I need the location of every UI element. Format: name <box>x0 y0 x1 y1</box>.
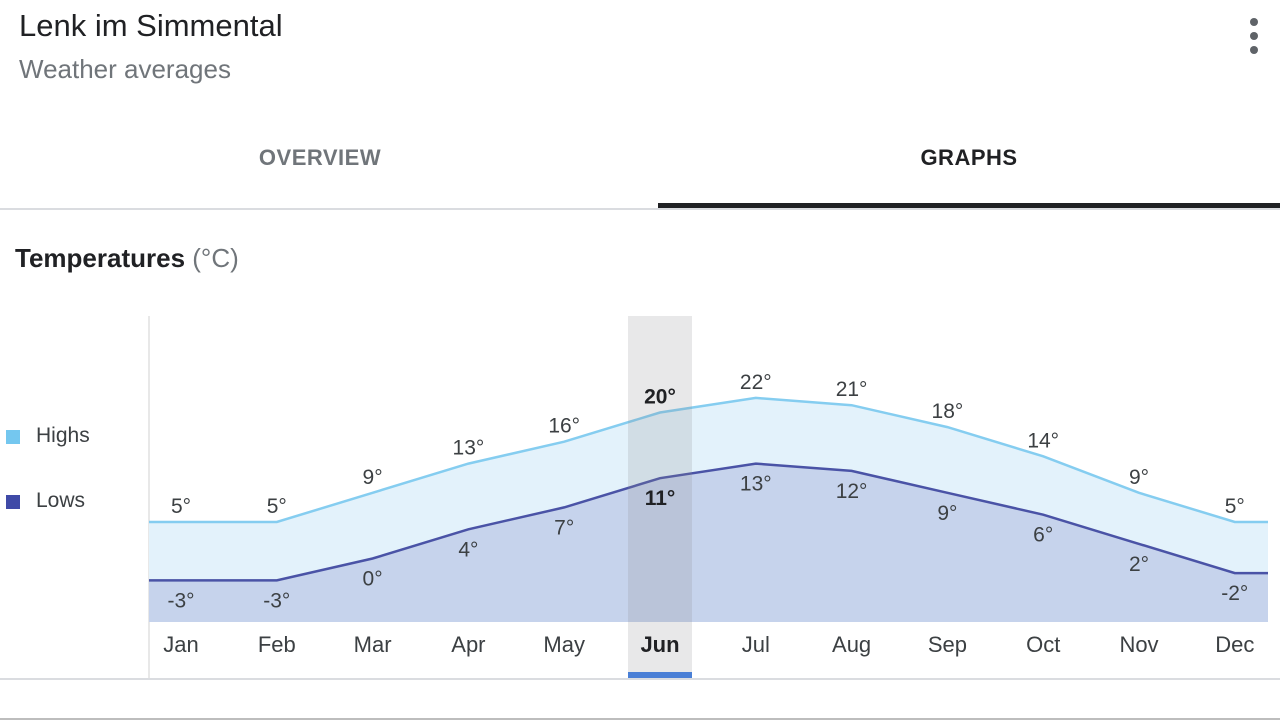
highs-value-label: 22° <box>740 371 772 394</box>
tab-overview-label: OVERVIEW <box>258 145 382 170</box>
tab-active-indicator <box>658 203 1280 208</box>
section-title-text: Temperatures <box>15 243 186 273</box>
highs-value-label: 13° <box>453 437 485 460</box>
lows-value-label: 4° <box>458 538 478 561</box>
lows-value-label: 11° <box>645 487 676 510</box>
section-unit: (°C) <box>192 243 239 273</box>
lows-line <box>149 462 1268 582</box>
place-title: Lenk im Simmental <box>19 8 283 43</box>
tab-graphs[interactable]: GRAPHS <box>658 110 1280 208</box>
month-label: Dec <box>1215 632 1254 657</box>
highs-value-label: 5° <box>1225 495 1245 518</box>
month-label: Jun <box>640 632 679 657</box>
more-dot <box>1250 46 1258 54</box>
month-label: Feb <box>258 632 296 657</box>
lows-value-label: 7° <box>554 516 574 539</box>
highs-value-label: 9° <box>363 466 383 489</box>
section-title: Temperatures (°C) <box>15 243 239 274</box>
more-dot <box>1250 32 1258 40</box>
highs-value-label: 16° <box>548 415 580 438</box>
legend-lows-label: Lows <box>36 489 86 512</box>
lows-value-label: -3° <box>263 589 290 612</box>
month-label: Jan <box>163 632 198 657</box>
month-label: Aug <box>832 632 871 657</box>
tab-graphs-label: GRAPHS <box>920 145 1018 170</box>
highs-value-label: 21° <box>836 378 868 401</box>
highs-line <box>149 396 1268 524</box>
highs-value-label: 5° <box>171 495 191 518</box>
month-label: May <box>543 632 585 657</box>
legend-highs-label: Highs <box>36 424 90 447</box>
selected-month-column <box>628 316 692 678</box>
highs-value-label: 5° <box>267 495 287 518</box>
legend-highs-swatch <box>6 430 20 444</box>
more-dot <box>1250 18 1258 26</box>
month-label: Nov <box>1119 632 1158 657</box>
lows-value-label: 2° <box>1129 553 1149 576</box>
highs-value-label: 14° <box>1027 429 1059 452</box>
month-label: Jul <box>742 632 770 657</box>
month-label: Sep <box>928 632 967 657</box>
month-label: Oct <box>1026 632 1060 657</box>
highs-value-label: 18° <box>932 400 964 423</box>
lows-value-label: -3° <box>167 589 194 612</box>
more-vert-icon[interactable] <box>1236 14 1272 58</box>
lows-value-label: 0° <box>363 568 383 591</box>
highs-value-label: 9° <box>1129 466 1149 489</box>
selected-month-indicator <box>628 672 692 678</box>
highs-value-label: 20° <box>644 386 676 409</box>
place-subtitle: Weather averages <box>19 54 231 84</box>
month-label: Mar <box>354 632 392 657</box>
lows-value-label: 12° <box>836 480 868 503</box>
lows-value-label: 6° <box>1033 524 1053 547</box>
card-header: Lenk im Simmental Weather averages <box>0 0 1280 110</box>
lows-value-label: -2° <box>1221 582 1248 605</box>
lows-value-label: 13° <box>740 473 772 496</box>
legend-lows-swatch <box>6 495 20 509</box>
month-label: Apr <box>451 632 485 657</box>
tab-bar: OVERVIEW GRAPHS <box>0 110 1280 210</box>
lows-value-label: 9° <box>937 502 957 525</box>
tab-overview[interactable]: OVERVIEW <box>0 110 640 208</box>
